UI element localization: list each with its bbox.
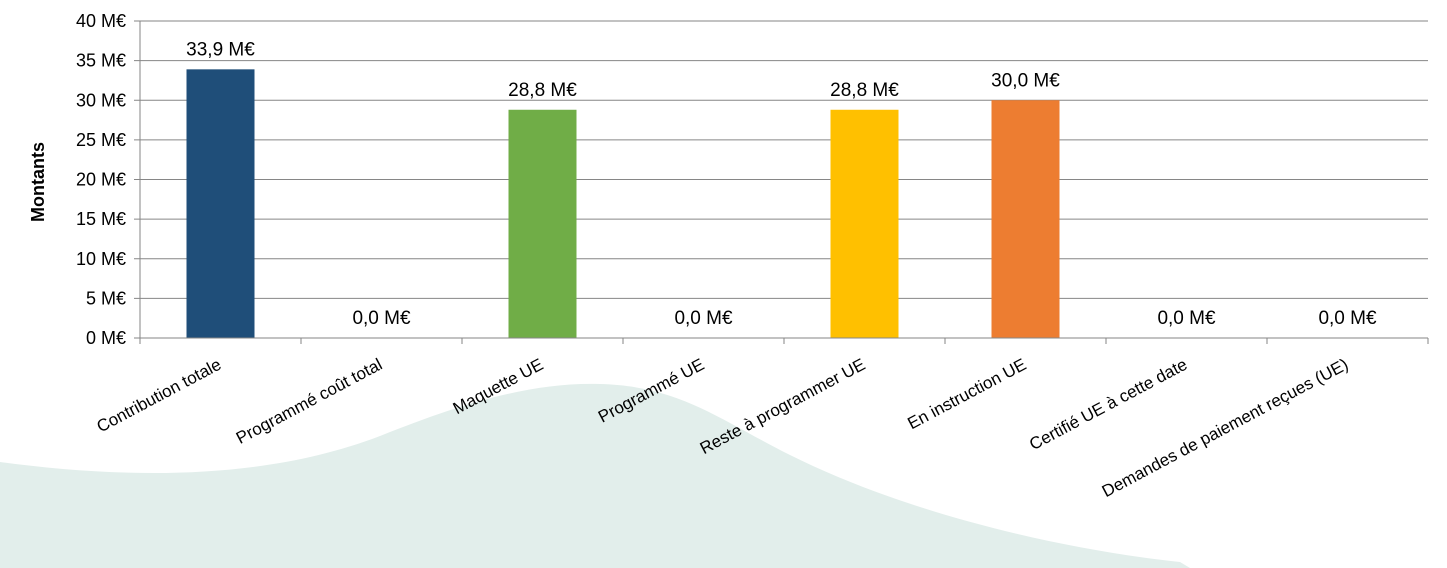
bar <box>830 109 899 338</box>
data-label: 28,8 M€ <box>830 80 899 101</box>
data-label: 0,0 M€ <box>352 308 411 329</box>
data-label: 0,0 M€ <box>1318 308 1377 329</box>
data-label: 28,8 M€ <box>508 80 577 101</box>
bar <box>991 100 1060 338</box>
data-label: 30,0 M€ <box>991 70 1060 91</box>
y-tick-label: 25 M€ <box>76 130 126 150</box>
bars <box>186 69 1060 338</box>
data-label: 0,0 M€ <box>1157 308 1216 329</box>
x-category-label: Contribution totale <box>94 355 225 437</box>
x-category-label: Certifié UE à cette date <box>1026 355 1190 454</box>
axes <box>134 20 1429 344</box>
background-wave-shape <box>0 383 1190 568</box>
y-tick-label: 5 M€ <box>86 288 126 308</box>
y-tick-label: 30 M€ <box>76 90 126 110</box>
y-tick-label: 35 M€ <box>76 51 126 71</box>
bar <box>508 109 577 338</box>
y-tick-label: 20 M€ <box>76 170 126 190</box>
y-tick-label: 0 M€ <box>86 328 126 348</box>
y-tick-label: 40 M€ <box>76 11 126 31</box>
x-category-label: En instruction UE <box>904 355 1029 433</box>
data-label: 33,9 M€ <box>186 39 255 60</box>
x-category-label: Demandes de paiement reçues (UE) <box>1099 355 1352 501</box>
data-label: 0,0 M€ <box>674 308 733 329</box>
x-category-label: Programmé coût total <box>233 355 385 448</box>
bar <box>186 69 255 338</box>
y-axis-title: Montants <box>28 142 48 222</box>
y-tick-label: 15 M€ <box>76 209 126 229</box>
x-category-label: Reste à programmer UE <box>697 355 869 458</box>
y-tick-labels: 0 M€ 5 M€ 10 M€ 15 M€ 20 M€ 25 M€ 30 M€ 35 M€ 40… <box>76 11 126 348</box>
data-labels: 33,9 M€ 0,0 M€ 28,8 M€ 0,0 M€ 28,8 M€ 30,0 M€… <box>186 39 1377 329</box>
grid-lines <box>140 20 1428 299</box>
y-tick-label: 10 M€ <box>76 249 126 269</box>
